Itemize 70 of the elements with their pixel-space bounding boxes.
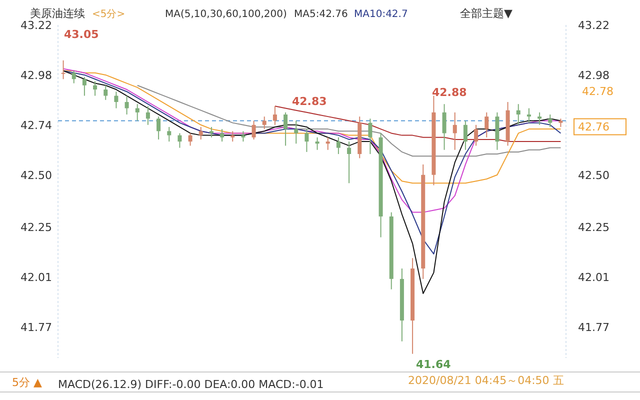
- text: MA10:42.7: [354, 9, 408, 20]
- candlestick: [178, 132, 182, 148]
- text: 2020/08/21 04:45～04:50 五: [408, 374, 564, 387]
- line-series: [274, 106, 562, 142]
- y-tick-label: 42.98: [20, 68, 52, 82]
- text: MACD(26.12.9) DIFF:-0.00 DEA:0.00 MACD:-0.01: [58, 378, 324, 391]
- candlestick: [252, 120, 256, 140]
- y2-tick-label: 42.98: [578, 68, 610, 82]
- y2-tick-label: 42.25: [578, 220, 610, 234]
- candlestick: [209, 126, 214, 138]
- ref-line-label: 42.76: [578, 120, 610, 134]
- annotation: 42.83: [292, 95, 327, 108]
- candlestick: [93, 80, 98, 96]
- candlestick: [104, 84, 108, 100]
- candlestick: [452, 112, 457, 150]
- candlestick: [198, 126, 203, 140]
- candlestick: [442, 104, 446, 150]
- y-tick-label: 42.50: [20, 168, 52, 182]
- annotation: 42.88: [432, 86, 467, 99]
- candlestick: [284, 112, 288, 146]
- candlestick: [230, 130, 235, 142]
- candlestick: [114, 91, 118, 109]
- y-tick-label: 42.01: [20, 270, 52, 284]
- text: <5分>: [92, 8, 126, 20]
- text: MA5:42.76: [294, 9, 348, 20]
- candlestick: [167, 126, 172, 142]
- line-series: [62, 70, 562, 254]
- candlestick: [156, 116, 161, 140]
- y-tick-label: 41.77: [20, 320, 52, 334]
- candlestick: [368, 118, 372, 155]
- candlestick: [262, 116, 266, 130]
- candlestick: [538, 112, 542, 126]
- candlestick: [347, 141, 352, 184]
- text: 5分 ▲: [12, 376, 42, 389]
- y-tick-label: 42.74: [20, 118, 52, 132]
- annotation: 43.05: [64, 28, 99, 41]
- candlestick: [548, 114, 552, 128]
- y2-tick-label: 42.01: [578, 270, 610, 284]
- candlestick: [294, 120, 298, 144]
- candlestick: [304, 128, 309, 152]
- candlestick: [474, 124, 478, 146]
- candlestick: [272, 106, 277, 126]
- candlestick: [484, 112, 489, 138]
- candlestick: [463, 120, 468, 150]
- chart-title: 美原油连续: [30, 7, 85, 20]
- candlestick: [220, 128, 224, 142]
- text: 全部主题▼: [460, 7, 513, 20]
- y-tick-label: 42.25: [20, 220, 52, 234]
- y2-tick-label: 41.77: [578, 320, 610, 334]
- y-tick-label: 43.22: [20, 19, 52, 32]
- line-series: [136, 84, 562, 157]
- candlestick: [124, 95, 129, 115]
- candlestick: [188, 132, 192, 146]
- candlestick: [326, 136, 330, 150]
- y2-tick-label: 42.50: [578, 168, 610, 182]
- text: MA(5,10,30,60,100,200): [165, 9, 287, 20]
- candlestick: [336, 136, 340, 155]
- annotation: 41.64: [416, 358, 452, 371]
- candlestick: [61, 60, 66, 80]
- line-series: [62, 70, 562, 294]
- text: 42.78: [582, 85, 614, 98]
- candlestick: [135, 104, 140, 122]
- candlestick: [82, 76, 86, 96]
- candlestick: [241, 130, 246, 142]
- y2-tick-label: 43.22: [578, 19, 610, 32]
- candlestick: [516, 104, 520, 126]
- candlestick: [315, 136, 320, 150]
- candlestick: [526, 108, 531, 124]
- candlestick: [72, 70, 76, 84]
- candlestick: [146, 106, 150, 126]
